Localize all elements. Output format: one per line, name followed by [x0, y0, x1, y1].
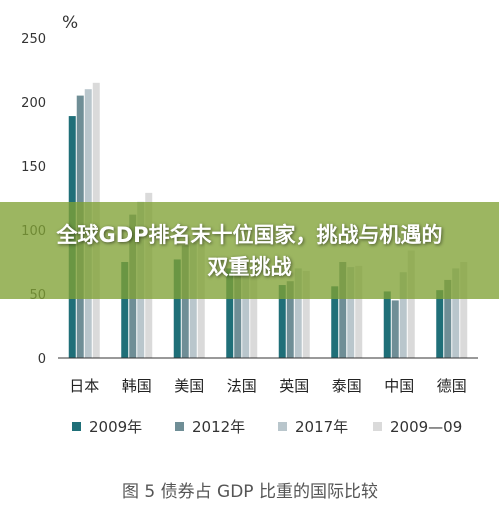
category-label: 德国: [437, 377, 467, 395]
legend-swatch: [175, 422, 184, 431]
y-tick-label: 150: [21, 160, 46, 175]
bar: [242, 263, 250, 358]
bar: [294, 268, 302, 358]
category-label: 英国: [279, 377, 309, 395]
bar: [250, 260, 258, 358]
bar: [399, 272, 407, 358]
legend-swatch: [72, 422, 81, 431]
bar: [197, 242, 205, 358]
category-label: 韩国: [122, 377, 152, 395]
legend-label: 2017年: [295, 418, 348, 436]
category-label: 美国: [174, 377, 204, 395]
bar: [173, 259, 181, 358]
legend-label: 2012年: [192, 418, 245, 436]
legend: 2009年 2012年 2017年 2009—09: [72, 418, 462, 436]
bar: [383, 291, 391, 358]
bar: [189, 242, 197, 358]
bar: [391, 300, 399, 358]
category-labels: 日本 韩国 美国 法国 英国 泰国 中国 德国: [69, 377, 467, 395]
bar: [331, 286, 339, 358]
y-unit-label: %: [62, 13, 78, 33]
legend-label: 2009—09: [390, 418, 462, 436]
category-label: 中国: [384, 377, 414, 395]
bar: [339, 262, 347, 358]
y-tick-label: 0: [38, 352, 46, 367]
figure-caption: 图 5 债券占 GDP 比重的国际比较: [122, 482, 378, 502]
bar: [436, 290, 444, 358]
bar: [181, 245, 189, 358]
bar: [452, 268, 460, 358]
bar: [302, 270, 310, 358]
y-tick-label: 250: [21, 32, 46, 47]
legend-label: 2009年: [89, 418, 142, 436]
title-banner: 全球GDP排名末十位国家，挑战与机遇的双重挑战: [0, 202, 499, 299]
legend-swatch: [278, 422, 287, 431]
banner-title: 全球GDP排名末十位国家，挑战与机遇的双重挑战: [56, 222, 443, 279]
category-label: 法国: [227, 377, 257, 395]
bar: [355, 265, 363, 358]
bar: [347, 267, 355, 358]
category-label: 日本: [69, 377, 99, 395]
y-tick-label: 200: [21, 96, 46, 111]
bar: [407, 250, 415, 358]
bar: [460, 262, 468, 358]
y-axis-ticks: 050100150200250: [21, 32, 46, 367]
category-label: 泰国: [332, 377, 362, 395]
bar: [278, 285, 286, 358]
legend-swatch: [373, 422, 382, 431]
bar: [286, 281, 294, 358]
bar: [121, 262, 129, 358]
bar: [226, 268, 234, 358]
bar: [234, 265, 242, 358]
bar: [444, 279, 452, 358]
